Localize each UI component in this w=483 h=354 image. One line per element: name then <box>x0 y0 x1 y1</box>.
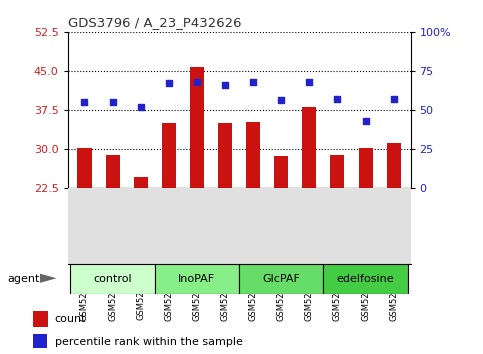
Point <box>249 79 257 85</box>
Bar <box>71 264 155 294</box>
Point <box>137 104 144 109</box>
Polygon shape <box>40 274 57 283</box>
Text: GlcPAF: GlcPAF <box>262 274 300 284</box>
Point <box>334 96 341 102</box>
Bar <box>33 311 48 327</box>
Bar <box>218 123 232 188</box>
Text: GDS3796 / A_23_P432626: GDS3796 / A_23_P432626 <box>68 16 241 29</box>
Bar <box>77 148 91 188</box>
Bar <box>155 264 239 294</box>
Bar <box>358 148 372 188</box>
Text: percentile rank within the sample: percentile rank within the sample <box>55 337 242 347</box>
Text: InoPAF: InoPAF <box>178 274 215 284</box>
Point <box>390 96 398 102</box>
Point <box>109 99 116 105</box>
Point <box>305 79 313 85</box>
Text: agent: agent <box>7 274 40 284</box>
Bar <box>387 143 401 188</box>
Text: edelfosine: edelfosine <box>337 274 395 284</box>
Text: count: count <box>55 314 86 324</box>
Point <box>81 99 88 105</box>
Bar <box>239 264 324 294</box>
Bar <box>330 155 344 188</box>
Bar <box>134 177 148 188</box>
Bar <box>33 334 47 348</box>
Bar <box>246 122 260 188</box>
Bar <box>324 264 408 294</box>
Text: control: control <box>93 274 132 284</box>
Point <box>277 98 285 103</box>
Bar <box>106 155 120 188</box>
Point <box>165 80 173 86</box>
Bar <box>274 156 288 188</box>
Point <box>362 118 369 124</box>
Point <box>221 82 229 88</box>
Point <box>193 79 201 85</box>
Bar <box>190 67 204 188</box>
Bar <box>302 107 316 188</box>
Bar <box>162 123 176 188</box>
